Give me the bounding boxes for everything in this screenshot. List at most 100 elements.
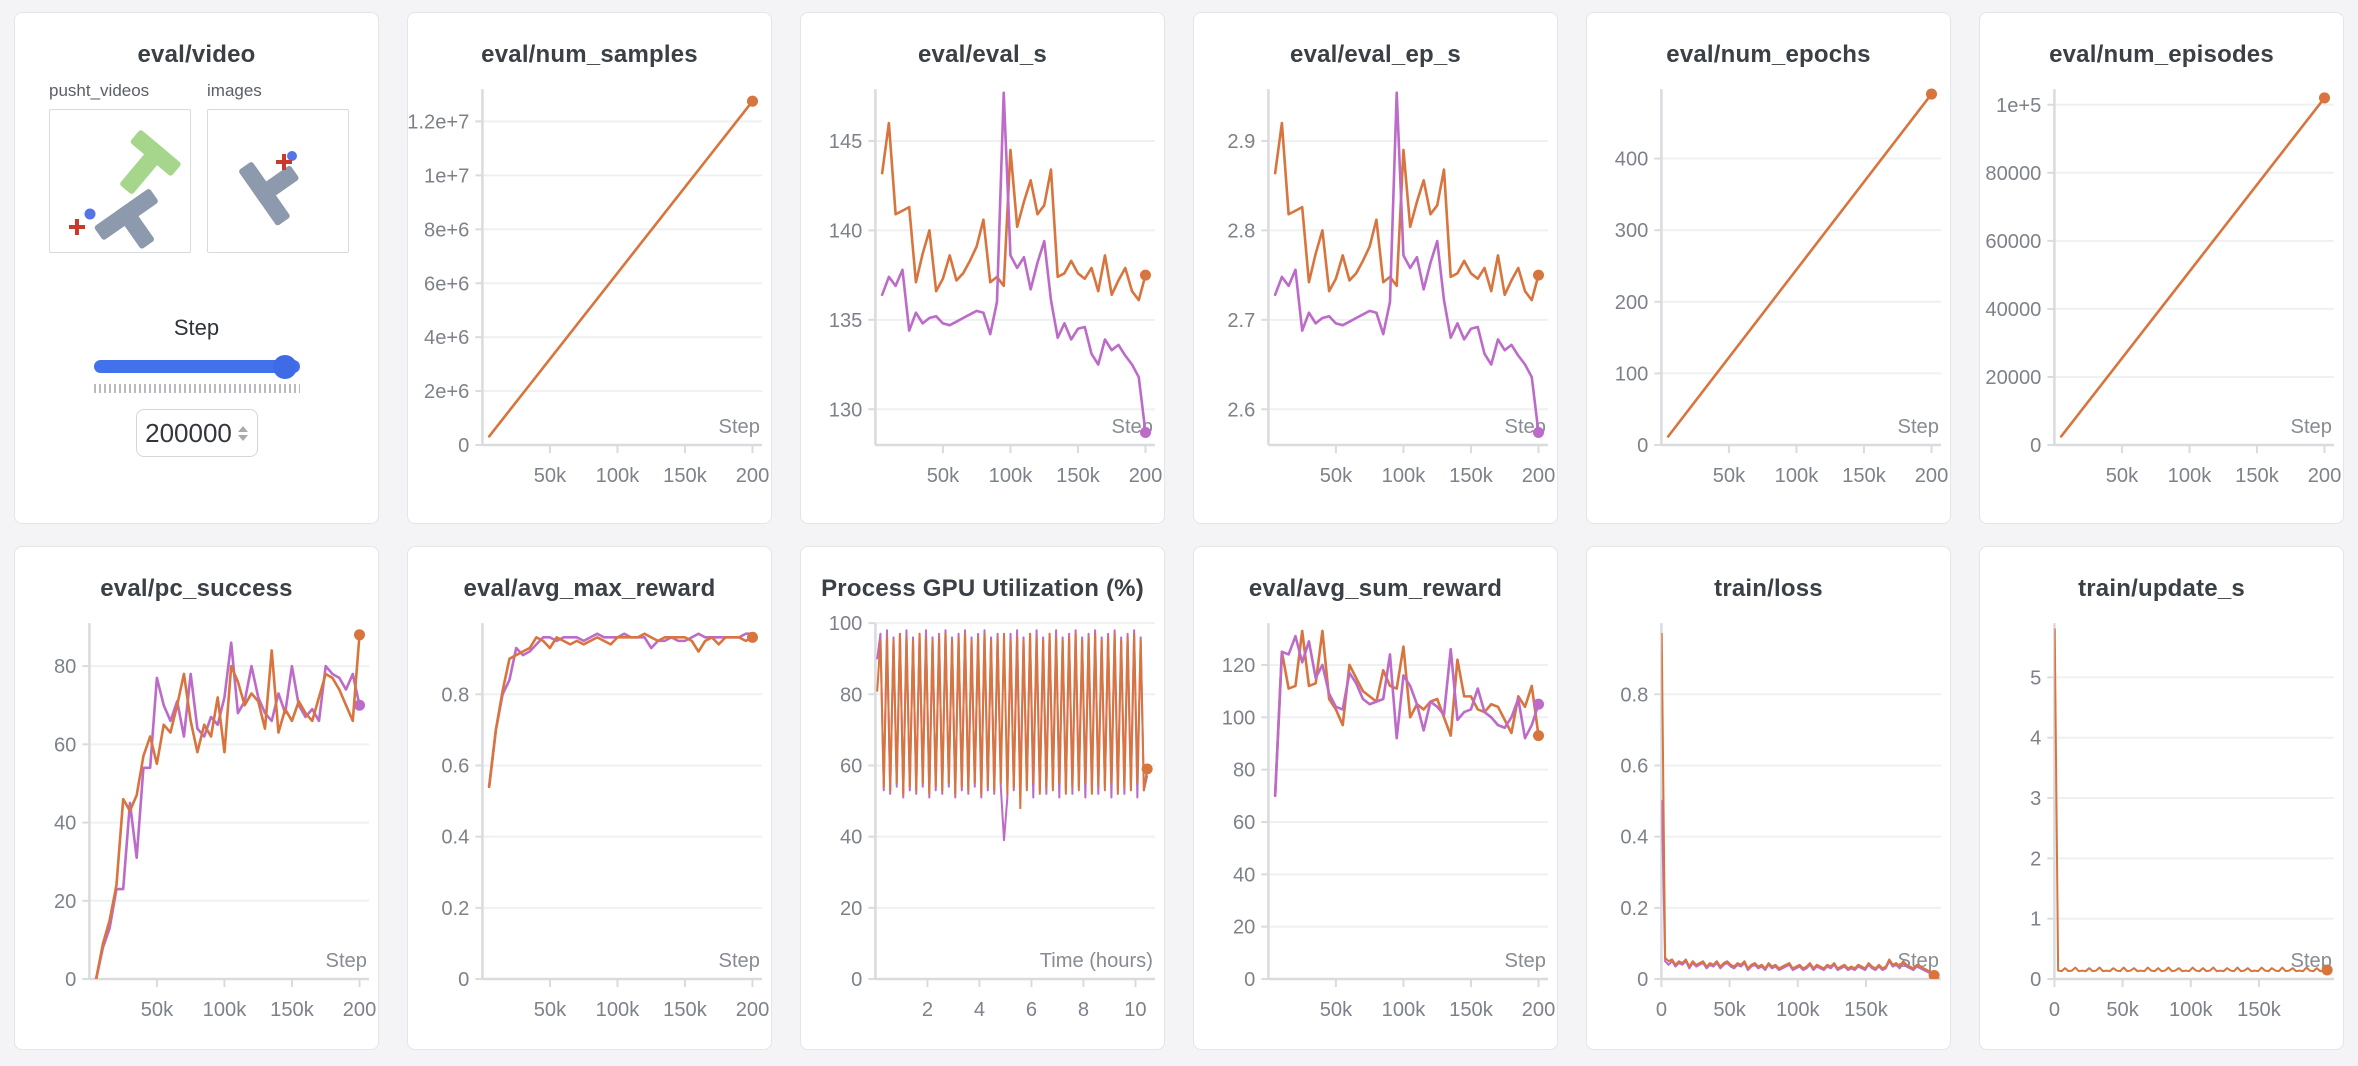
- svg-text:2e+6: 2e+6: [424, 381, 469, 403]
- panel-title: eval/eval_s: [918, 41, 1047, 68]
- svg-text:100k: 100k: [1382, 465, 1427, 487]
- svg-text:200: 200: [2308, 465, 2342, 487]
- svg-text:140: 140: [829, 220, 863, 242]
- svg-text:50k: 50k: [1713, 999, 1746, 1021]
- svg-text:100k: 100k: [1382, 999, 1427, 1021]
- svg-text:150k: 150k: [270, 999, 315, 1021]
- svg-text:1e+7: 1e+7: [424, 165, 469, 187]
- svg-text:400: 400: [1615, 149, 1649, 171]
- step-control: Step 200000: [15, 315, 378, 457]
- svg-text:50k: 50k: [534, 999, 567, 1021]
- svg-text:100k: 100k: [2168, 465, 2213, 487]
- svg-text:40: 40: [1233, 864, 1255, 886]
- svg-text:4e+6: 4e+6: [424, 327, 469, 349]
- svg-text:Step: Step: [719, 950, 760, 972]
- svg-text:0: 0: [1637, 969, 1648, 991]
- svg-text:0: 0: [851, 969, 862, 991]
- panel-title: Process GPU Utilization (%): [821, 575, 1144, 602]
- target-cross: [276, 154, 292, 170]
- step-up-icon[interactable]: [237, 425, 248, 432]
- svg-text:50k: 50k: [534, 465, 567, 487]
- slider-track[interactable]: [93, 360, 300, 373]
- panel-train-update-s: train/update_s 0 1 2 3 4 5 0 50k 100k 150k Step: [1979, 546, 2344, 1050]
- svg-text:150k: 150k: [663, 465, 708, 487]
- pusht-video-thumbnail[interactable]: [49, 109, 191, 253]
- svg-text:150k: 150k: [663, 999, 708, 1021]
- svg-text:0: 0: [2030, 435, 2041, 457]
- images-thumbnail[interactable]: [207, 109, 349, 253]
- panel-title: eval/num_epochs: [1666, 41, 1871, 68]
- svg-text:100k: 100k: [596, 465, 641, 487]
- svg-text:0: 0: [1637, 435, 1648, 457]
- slider-handle[interactable]: [272, 355, 297, 379]
- svg-text:10: 10: [1124, 999, 1146, 1021]
- stepper-arrows[interactable]: [237, 425, 248, 441]
- svg-text:0: 0: [65, 969, 76, 991]
- svg-text:200: 200: [736, 465, 770, 487]
- chart-eval-num-epochs[interactable]: 0 100 200 300 400 50k 100k 150k 200 Step: [1587, 75, 1950, 507]
- svg-text:0.6: 0.6: [441, 755, 469, 777]
- svg-text:200: 200: [1129, 465, 1163, 487]
- svg-text:80: 80: [840, 684, 862, 706]
- chart-eval-avg-sum-reward[interactable]: 0 20 40 60 80 100 120 50k 100k 150k 200 Step: [1194, 609, 1557, 1041]
- svg-text:60000: 60000: [1985, 231, 2041, 253]
- chart-eval-num-samples[interactable]: 0 2e+6 4e+6 6e+6 8e+6 1e+7 1.2e+7 50k 100k 150k 20…: [408, 75, 771, 507]
- panel-title: eval/eval_ep_s: [1290, 41, 1461, 68]
- svg-text:80000: 80000: [1985, 163, 2041, 185]
- svg-text:20000: 20000: [1985, 367, 2041, 389]
- chart-eval-pc-success[interactable]: 0 20 40 60 80 50k 100k 150k 200 Step: [15, 609, 378, 1041]
- panel-train-loss: train/loss 0 0.2 0.4 0.6 0.8 0 50k 100k 150k Step: [1586, 546, 1951, 1050]
- step-down-icon[interactable]: [237, 434, 248, 441]
- svg-text:0.2: 0.2: [441, 898, 469, 920]
- chart-gpu-utilization[interactable]: 0 20 40 60 80 100 2 4 6 8 10 Time (hours): [801, 609, 1164, 1041]
- panel-eval-avg-max-reward: eval/avg_max_reward 0 0.2 0.4 0.6 0.8 50k 100k…: [407, 546, 772, 1050]
- panel-eval-num-epochs: eval/num_epochs 0 100 200 300 400 50k 100k 150k…: [1586, 12, 1951, 524]
- svg-text:20: 20: [54, 891, 76, 913]
- svg-text:200: 200: [1615, 292, 1649, 314]
- svg-text:150k: 150k: [1449, 465, 1494, 487]
- slider-ticks: [93, 384, 300, 393]
- svg-text:2.8: 2.8: [1227, 220, 1255, 242]
- svg-text:200: 200: [1522, 465, 1556, 487]
- svg-text:150k: 150k: [1842, 465, 1887, 487]
- chart-train-update-s[interactable]: 0 1 2 3 4 5 0 50k 100k 150k Step: [1980, 609, 2343, 1041]
- svg-text:200: 200: [736, 999, 770, 1021]
- svg-text:100k: 100k: [989, 465, 1034, 487]
- svg-text:50k: 50k: [1320, 999, 1353, 1021]
- svg-text:0: 0: [458, 969, 469, 991]
- svg-text:60: 60: [54, 734, 76, 756]
- panel-eval-num-episodes: eval/num_episodes 0 20000 40000 60000 80000 1…: [1979, 12, 2344, 524]
- svg-text:100: 100: [1615, 363, 1649, 385]
- chart-eval-avg-max-reward[interactable]: 0 0.2 0.4 0.6 0.8 50k 100k 150k 200 Step: [408, 609, 771, 1041]
- svg-text:145: 145: [829, 131, 863, 153]
- step-input[interactable]: 200000: [135, 409, 258, 457]
- chart-eval-num-episodes[interactable]: 0 20000 40000 60000 80000 1e+5 50k 100k 150k 200 S…: [1980, 75, 2343, 507]
- svg-text:150k: 150k: [2235, 465, 2280, 487]
- media-item: pusht_videos: [49, 81, 191, 253]
- svg-text:1e+5: 1e+5: [1996, 95, 2041, 117]
- svg-text:Time (hours): Time (hours): [1040, 950, 1153, 972]
- svg-text:150k: 150k: [1449, 999, 1494, 1021]
- svg-text:80: 80: [1233, 760, 1255, 782]
- media-label: pusht_videos: [49, 81, 150, 100]
- svg-text:40: 40: [54, 813, 76, 835]
- svg-text:0.4: 0.4: [441, 827, 469, 849]
- svg-text:100k: 100k: [203, 999, 248, 1021]
- svg-text:0.2: 0.2: [1620, 898, 1648, 920]
- svg-text:50k: 50k: [1713, 465, 1746, 487]
- svg-text:4: 4: [974, 999, 985, 1021]
- target-cross: [69, 219, 85, 235]
- step-slider[interactable]: [93, 355, 300, 379]
- pusht-video-image: [69, 130, 181, 249]
- svg-text:2.6: 2.6: [1227, 399, 1255, 421]
- svg-text:100k: 100k: [2169, 999, 2214, 1021]
- panel-eval-num-samples: eval/num_samples 0 2e+6 4e+6 6e+6 8e+6 1e+7 1.…: [407, 12, 772, 524]
- panel-eval-eval-ep-s: eval/eval_ep_s 2.6 2.7 2.8 2.9 50k 100k 150k 20…: [1193, 12, 1558, 524]
- svg-text:8e+6: 8e+6: [424, 219, 469, 241]
- panel-eval-pc-success: eval/pc_success 0 20 40 60 80 50k 100k 150k 200 S…: [14, 546, 379, 1050]
- step-value[interactable]: 200000: [145, 417, 232, 448]
- goal-dot: [84, 208, 96, 220]
